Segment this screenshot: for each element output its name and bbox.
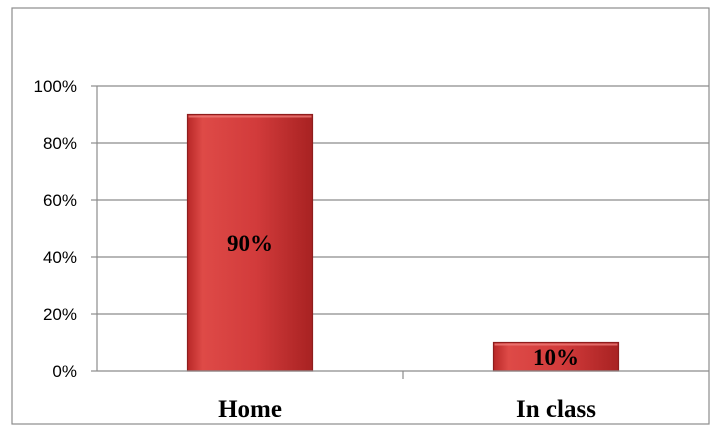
y-tick-label: 0% <box>52 362 77 381</box>
x-category-label: Home <box>218 396 282 423</box>
bar-home <box>186 113 314 372</box>
y-tick-label: 80% <box>43 134 77 153</box>
y-tick-label: 40% <box>43 248 77 267</box>
y-axis-ticks: 0% 20% 40% 60% 80% 100% <box>34 77 97 381</box>
bars: 90% 10% <box>186 113 620 372</box>
y-tick-label: 20% <box>43 305 77 324</box>
bar-highlight <box>188 115 312 118</box>
bar-in-class <box>492 341 620 372</box>
data-label: 10% <box>533 345 579 370</box>
data-label: 90% <box>227 231 273 256</box>
x-axis-ticks: Home In class <box>218 371 596 423</box>
bar-highlight <box>494 343 618 346</box>
y-tick-label: 60% <box>43 191 77 210</box>
x-category-label: In class <box>516 396 596 423</box>
y-tick-label: 100% <box>34 77 77 96</box>
